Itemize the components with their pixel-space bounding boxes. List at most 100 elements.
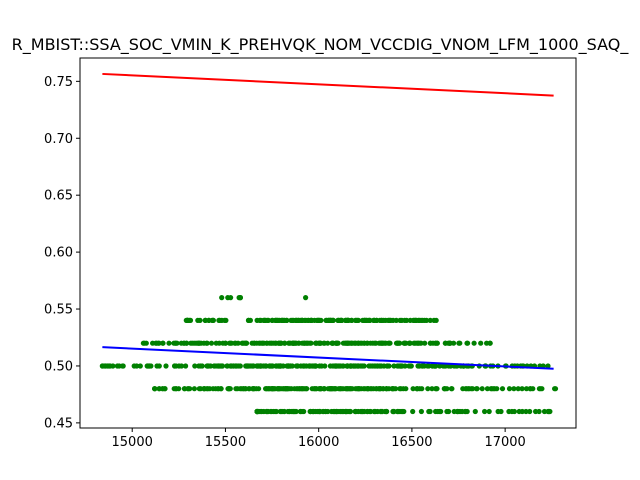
data-point — [178, 340, 184, 346]
data-point — [426, 363, 432, 369]
data-point — [156, 340, 162, 346]
data-point — [234, 386, 241, 392]
data-point — [375, 408, 381, 415]
data-point — [310, 408, 316, 415]
data-point — [152, 386, 158, 392]
data-point — [163, 363, 169, 369]
data-point — [426, 408, 432, 415]
data-point — [249, 340, 255, 346]
data-point — [422, 340, 428, 346]
data-point — [107, 363, 113, 369]
data-point — [352, 317, 359, 323]
data-point — [286, 408, 292, 415]
data-point — [176, 363, 182, 369]
data-point — [225, 295, 231, 301]
data-point — [183, 317, 189, 323]
data-point — [303, 295, 309, 301]
data-point — [278, 340, 284, 346]
data-point — [415, 363, 421, 369]
data-point — [222, 340, 229, 346]
data-point — [219, 363, 226, 369]
data-point — [386, 363, 392, 369]
data-point — [408, 363, 414, 369]
y-axis: 0.45 0.50 0.55 0.60 0.65 0.70 0.75 — [44, 75, 80, 431]
data-point — [325, 386, 331, 392]
data-point — [266, 386, 272, 392]
data-point — [395, 408, 401, 415]
data-point — [205, 363, 211, 369]
data-point — [333, 408, 340, 415]
data-point — [552, 386, 559, 392]
data-point — [254, 408, 260, 415]
x-tick-label: 15500 — [205, 435, 246, 450]
data-point — [181, 386, 187, 392]
data-point — [213, 386, 219, 392]
data-point — [379, 408, 385, 415]
upper-limit-line — [102, 72, 554, 97]
data-point — [427, 317, 433, 323]
data-point — [317, 340, 323, 346]
data-point — [247, 317, 253, 323]
data-point — [417, 386, 423, 392]
data-point — [484, 340, 490, 346]
y-tick-label: 0.55 — [44, 303, 73, 318]
data-point — [208, 340, 215, 346]
data-point — [246, 386, 252, 392]
data-point — [328, 317, 334, 323]
data-point — [425, 386, 431, 392]
data-point — [210, 317, 216, 323]
data-point — [191, 386, 197, 392]
data-point — [275, 317, 281, 323]
data-point — [379, 317, 385, 323]
data-point — [284, 317, 290, 323]
data-point — [269, 317, 275, 323]
data-point — [297, 317, 303, 323]
data-point — [347, 408, 354, 415]
data-point — [228, 363, 234, 369]
data-point — [216, 317, 222, 323]
data-point — [403, 386, 409, 392]
data-point — [472, 408, 478, 415]
data-point — [254, 363, 260, 369]
data-point — [226, 386, 232, 392]
data-point — [437, 363, 443, 369]
data-point — [172, 363, 178, 369]
data-point — [234, 363, 240, 369]
data-point — [515, 386, 521, 392]
data-point — [446, 408, 452, 415]
data-point — [383, 340, 389, 346]
data-point — [410, 408, 416, 415]
data-point — [511, 386, 517, 392]
data-point — [433, 317, 439, 323]
data-point — [478, 340, 484, 346]
data-point — [154, 363, 160, 369]
data-point — [523, 408, 529, 415]
data-point — [367, 317, 373, 323]
data-point — [519, 408, 525, 415]
data-point — [303, 317, 309, 323]
data-point — [276, 363, 282, 369]
data-point — [188, 340, 194, 346]
y-tick-label: 0.45 — [44, 416, 73, 431]
data-point — [360, 408, 366, 415]
data-point — [537, 386, 544, 392]
data-point — [411, 317, 417, 323]
data-point — [348, 363, 354, 369]
data-point — [498, 408, 504, 415]
data-point — [490, 386, 496, 392]
data-point — [222, 317, 228, 323]
x-tick-label: 16500 — [391, 435, 432, 450]
data-point — [433, 386, 439, 392]
data-point — [344, 340, 350, 346]
data-point — [261, 408, 267, 415]
data-point — [398, 363, 404, 369]
data-point — [271, 386, 277, 392]
data-point — [213, 340, 219, 346]
data-point — [470, 386, 476, 392]
data-point — [192, 363, 198, 369]
data-point — [354, 363, 360, 369]
data-point — [454, 408, 460, 415]
data-point — [383, 386, 389, 392]
